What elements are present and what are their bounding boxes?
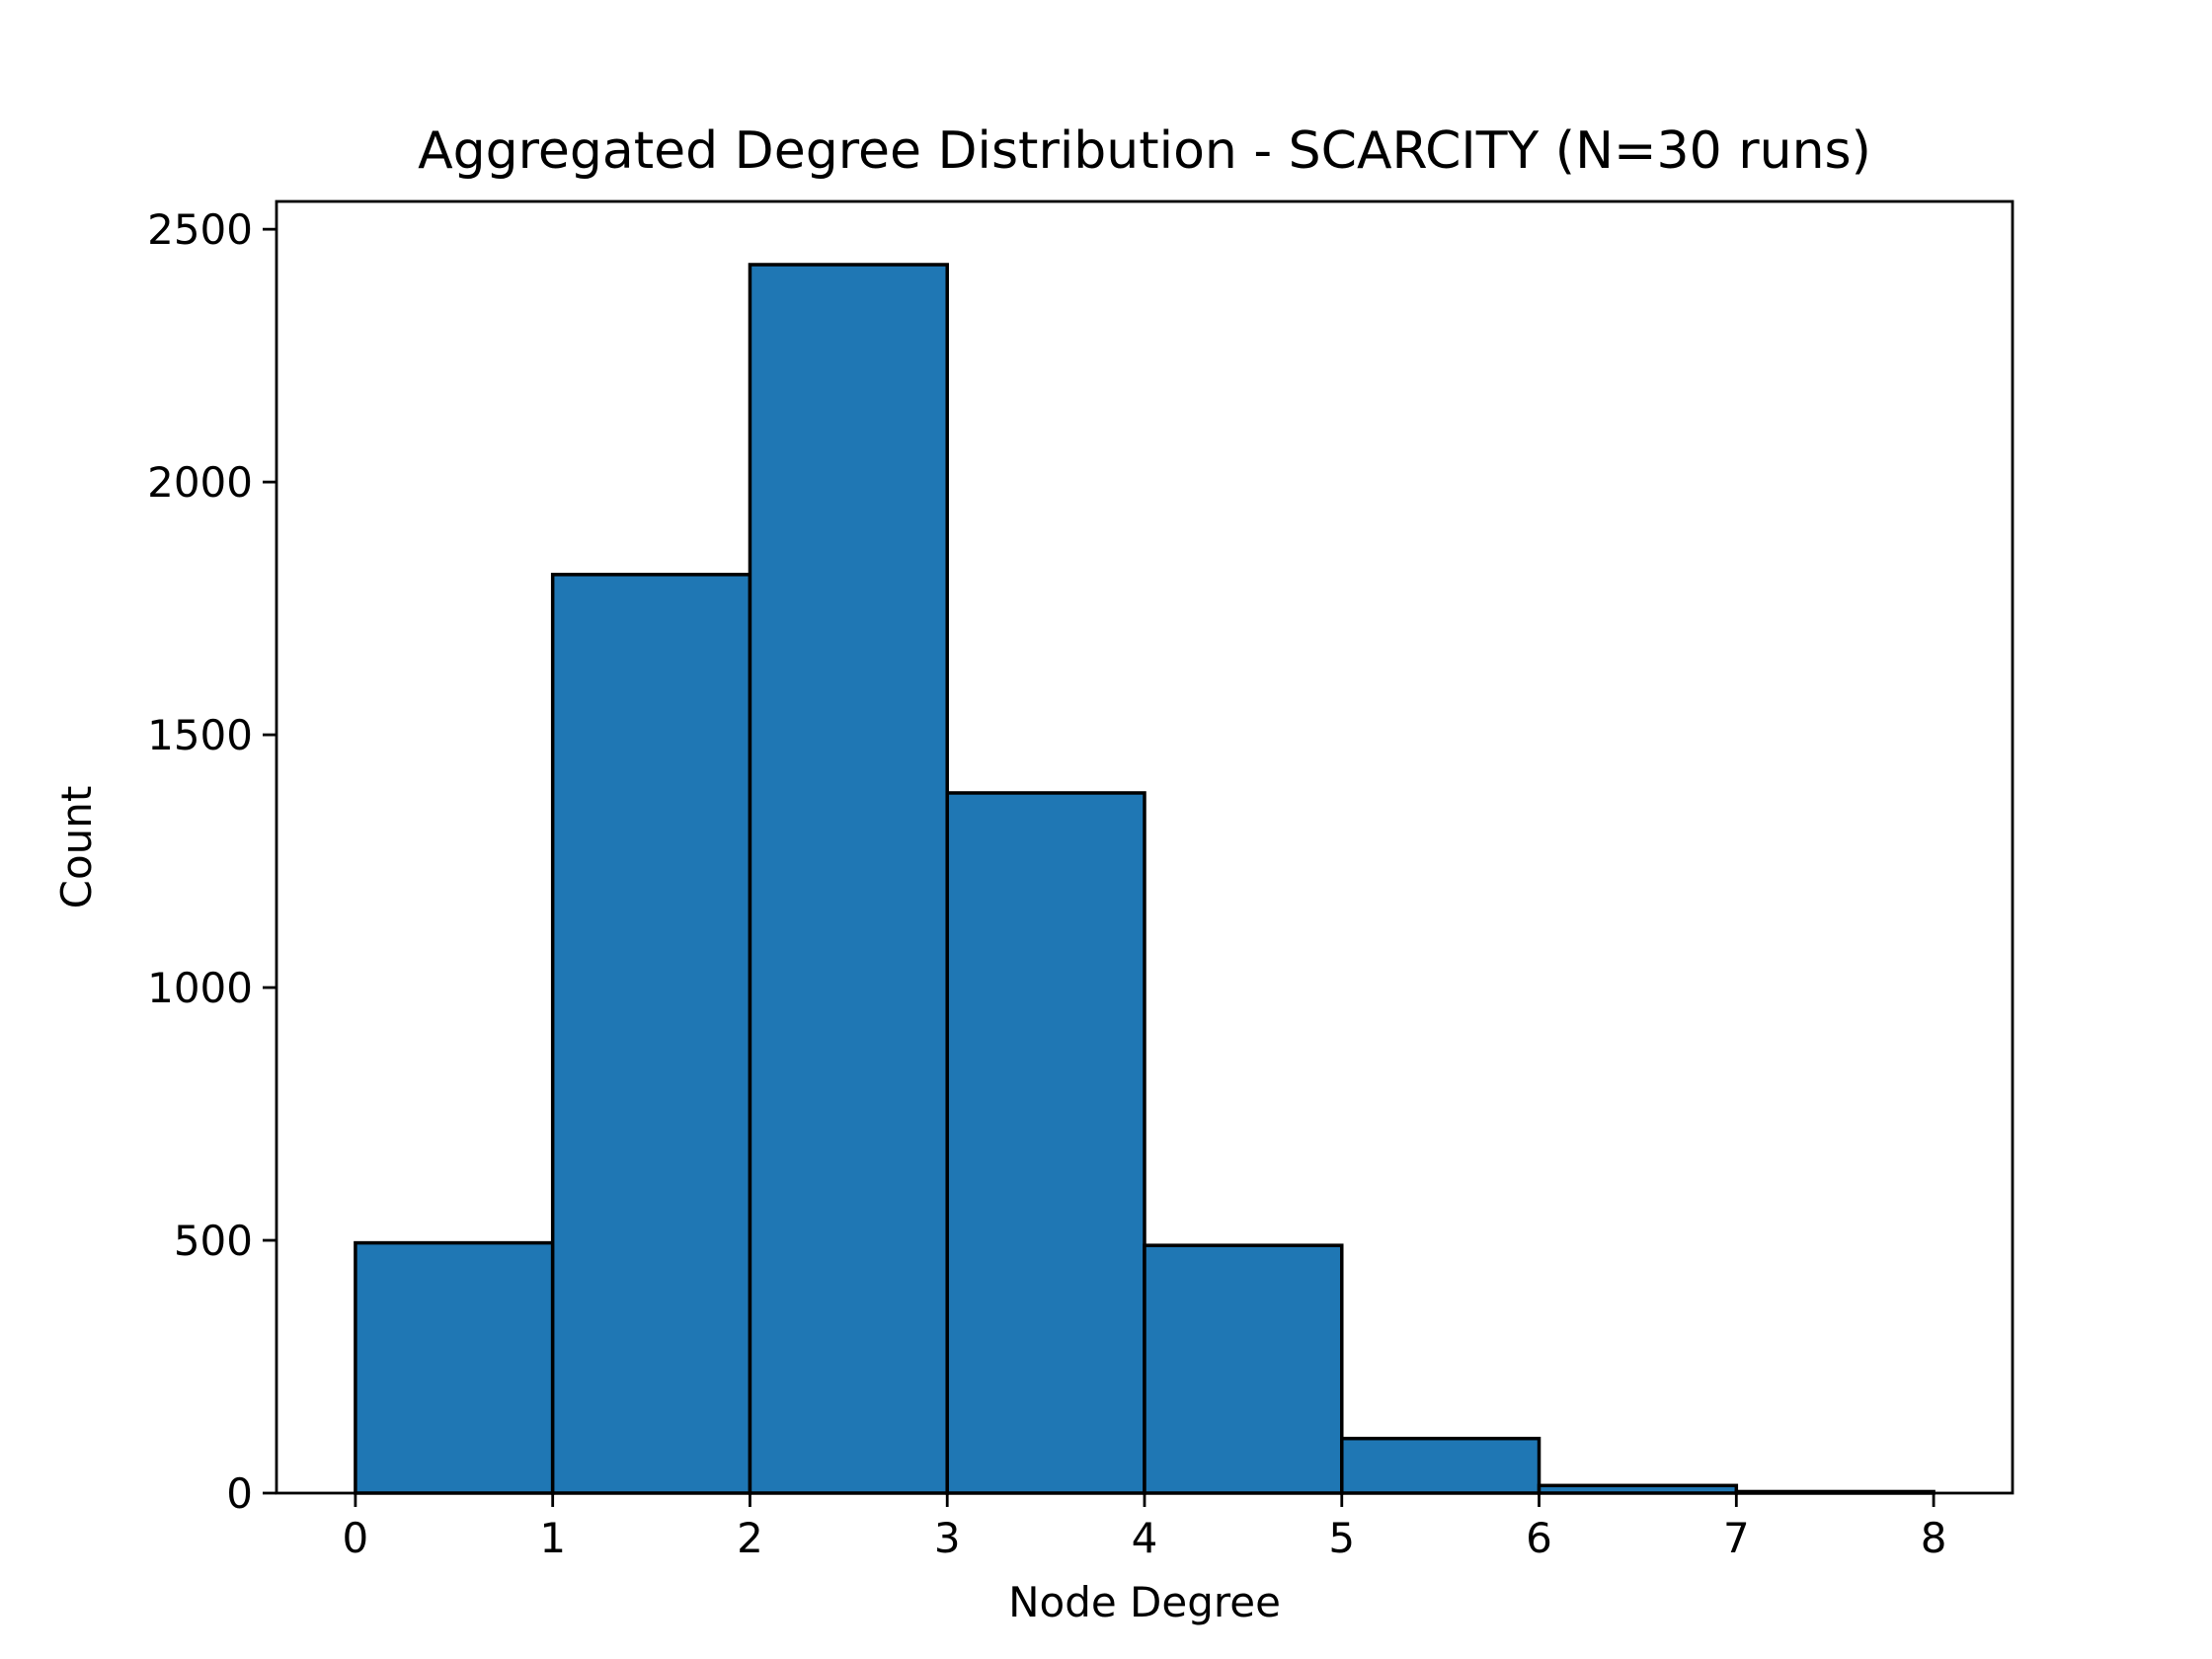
chart-title: Aggregated Degree Distribution - SCARCIT…: [418, 121, 1871, 181]
x-tick-label: 1: [539, 1514, 566, 1562]
y-tick-label: 0: [226, 1469, 253, 1518]
histogram-bar-1-2: [550, 573, 752, 1495]
y-tick-label: 2500: [147, 205, 253, 254]
histogram-bar-0-1: [354, 1240, 555, 1495]
x-tick-label: 4: [1132, 1514, 1158, 1562]
bars-layer: [354, 263, 1936, 1495]
y-axis-title: Count: [52, 786, 101, 909]
x-tick-label: 7: [1723, 1514, 1750, 1562]
y-tick-label: 1500: [147, 711, 253, 759]
y-tick-label: 500: [174, 1217, 253, 1265]
histogram-bar-2-3: [748, 263, 949, 1495]
x-tick-label: 8: [1921, 1514, 1947, 1562]
x-tick-label: 3: [934, 1514, 961, 1562]
x-tick-label: 0: [343, 1514, 369, 1562]
x-tick-label: 5: [1328, 1514, 1355, 1562]
histogram-bar-3-4: [945, 791, 1146, 1495]
axes-layer: 0 1 2 3 4 5 6 7 8 0 500 1000 1500 2000 2500: [147, 199, 2014, 1562]
x-axis-title: Node Degree: [1008, 1578, 1281, 1626]
histogram-bar-4-5: [1143, 1243, 1344, 1495]
histogram-bar-5-6: [1340, 1436, 1541, 1495]
y-tick-label: 1000: [147, 964, 253, 1012]
x-tick-label: 2: [737, 1514, 763, 1562]
y-tick-label: 2000: [147, 458, 253, 507]
x-tick-label: 6: [1526, 1514, 1552, 1562]
